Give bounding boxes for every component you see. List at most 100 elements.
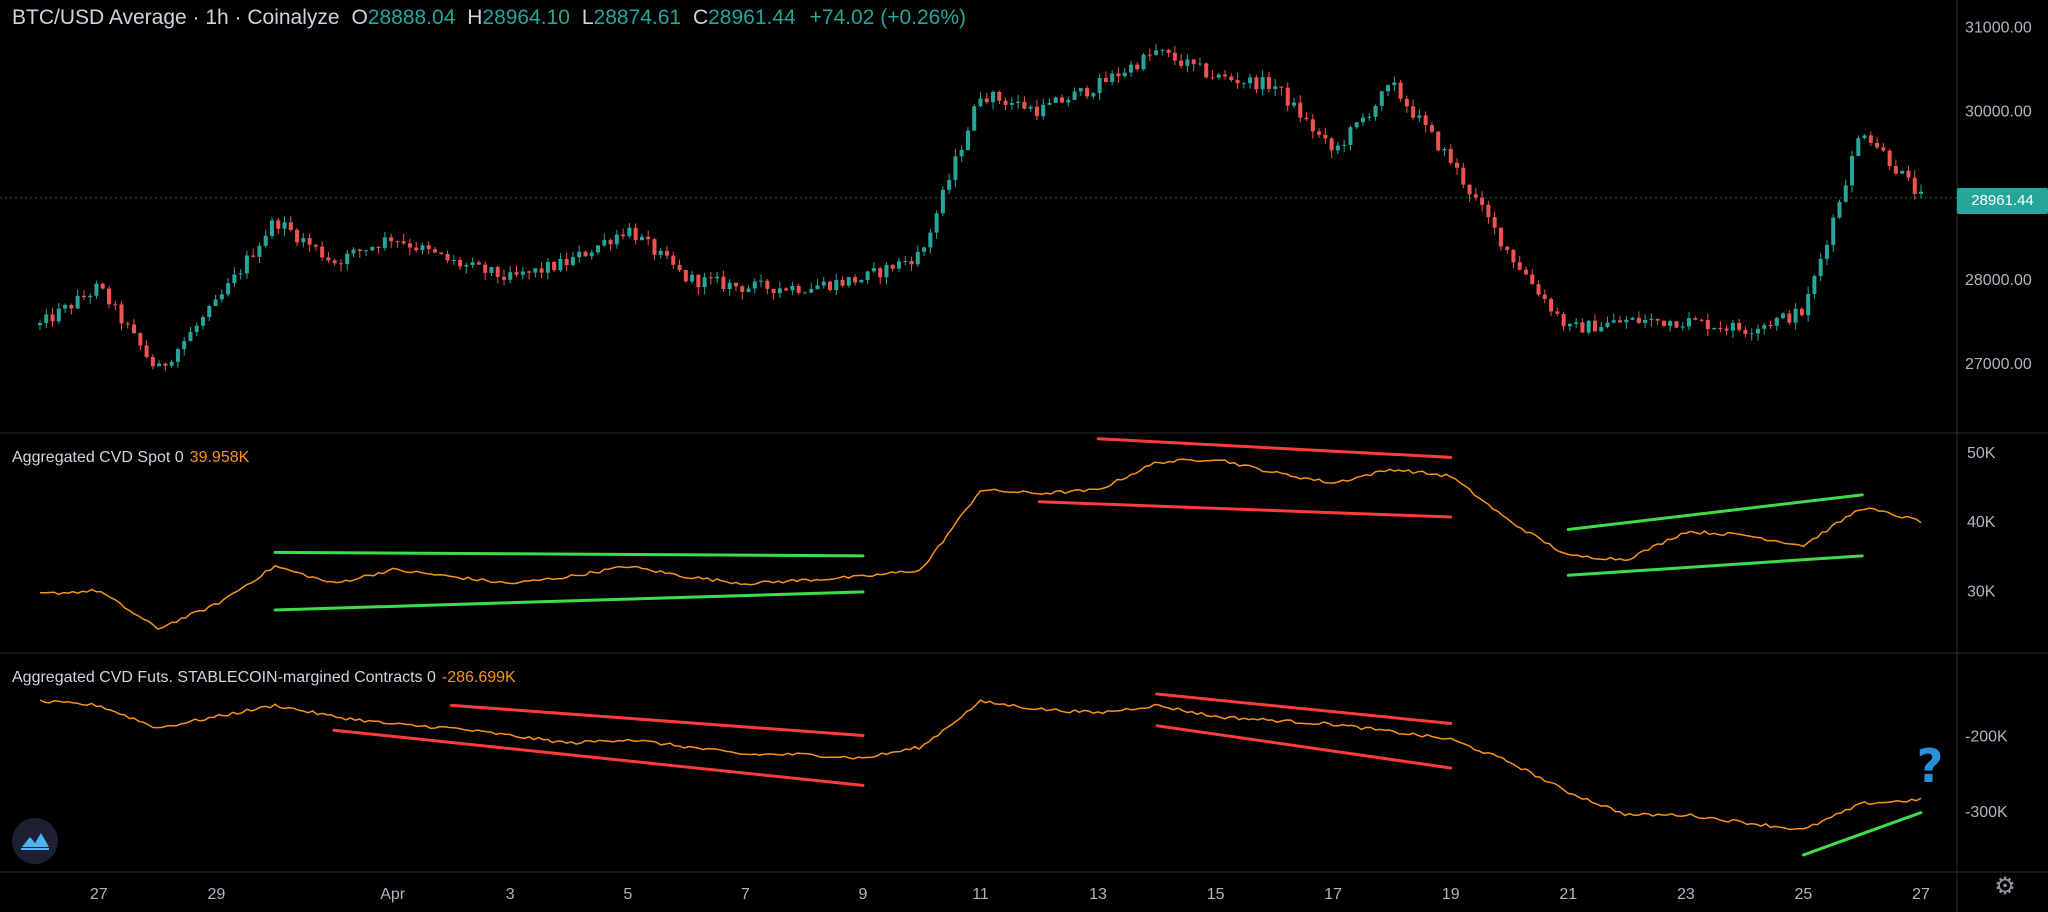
candle <box>1574 318 1579 329</box>
candle-body <box>909 260 914 265</box>
candle <box>1605 316 1610 329</box>
candle <box>464 262 469 274</box>
green-trendline[interactable] <box>1566 493 1864 532</box>
candle-body <box>125 323 130 325</box>
coinalyze-logo-icon[interactable] <box>12 818 58 864</box>
candle-body <box>1643 319 1648 323</box>
candle-body <box>677 264 682 271</box>
candle <box>113 300 118 311</box>
candle <box>1078 87 1083 97</box>
candle <box>1530 269 1535 285</box>
candle-body <box>1304 117 1309 120</box>
candle <box>665 245 669 260</box>
candle-body <box>1743 329 1748 334</box>
red-trendline[interactable] <box>1155 724 1453 770</box>
candle <box>677 259 682 273</box>
candle <box>1135 62 1140 72</box>
candle-body <box>501 276 506 280</box>
candle <box>1473 188 1478 201</box>
candle <box>721 270 726 292</box>
candle-body <box>119 304 124 324</box>
candle <box>1693 316 1698 321</box>
candle-body <box>263 235 268 246</box>
time-axis-tick: 21 <box>1559 886 1577 903</box>
candle-body <box>1154 50 1159 55</box>
candle-body <box>81 295 86 298</box>
candle <box>652 237 657 260</box>
candle-body <box>1103 77 1108 82</box>
candle-body <box>589 252 594 257</box>
candle-body <box>1755 328 1760 334</box>
candle-body <box>1856 138 1861 156</box>
candle <box>357 248 362 258</box>
candle-body <box>1022 101 1027 109</box>
candle <box>953 149 958 188</box>
candle <box>602 233 607 247</box>
candle <box>501 269 506 286</box>
candle <box>1091 92 1096 99</box>
red-trendline[interactable] <box>1155 692 1453 725</box>
candle-body <box>1812 275 1817 294</box>
candle <box>1197 57 1202 67</box>
candle <box>1141 52 1146 71</box>
candle <box>295 227 300 247</box>
candle <box>495 265 500 284</box>
candle <box>947 173 952 195</box>
candle-body <box>1398 82 1403 99</box>
candle-body <box>75 295 80 309</box>
green-trendline[interactable] <box>273 590 865 612</box>
candle <box>1912 170 1917 200</box>
red-trendline[interactable] <box>1037 500 1453 519</box>
candle <box>420 243 425 255</box>
candle-body <box>1586 320 1591 333</box>
red-trendline[interactable] <box>449 703 865 738</box>
candle-body <box>784 288 789 291</box>
candle <box>1041 98 1046 120</box>
candle-body <box>802 292 807 294</box>
candle-body <box>765 280 770 289</box>
candle-body <box>1919 191 1923 194</box>
candle-body <box>1467 184 1472 195</box>
candle <box>865 270 870 284</box>
candle <box>759 274 764 288</box>
cvd-spot-legend[interactable]: Aggregated CVD Spot 0 39.958K <box>12 449 249 467</box>
candle-body <box>708 277 713 279</box>
candle <box>244 251 249 279</box>
cvd-futs-legend[interactable]: Aggregated CVD Futs. STABLECOIN-margined… <box>12 669 516 687</box>
green-trendline[interactable] <box>1801 811 1923 857</box>
candle <box>163 362 168 371</box>
candle-body <box>94 283 99 296</box>
candle-body <box>1335 145 1340 151</box>
red-trendline[interactable] <box>1096 437 1453 459</box>
candle-body <box>364 250 369 252</box>
candle-body <box>1386 85 1391 92</box>
candle-body <box>1549 298 1554 312</box>
candle <box>1423 111 1428 133</box>
candle <box>1172 46 1177 66</box>
time-axis-tick: 29 <box>207 886 225 903</box>
candle-body <box>871 268 876 272</box>
red-trendline[interactable] <box>332 728 865 787</box>
candle <box>1154 43 1159 56</box>
candle <box>1668 319 1673 332</box>
candle <box>1480 191 1485 212</box>
candle <box>1542 289 1547 304</box>
candle-body <box>1674 321 1679 328</box>
symbol-legend: BTC/USD Average · 1h · Coinalyze O28888.… <box>12 6 966 30</box>
candle-body <box>621 234 626 237</box>
candle-body <box>1248 77 1253 84</box>
green-trendline[interactable] <box>1566 554 1864 577</box>
candle <box>1699 318 1704 323</box>
candle <box>1655 318 1660 325</box>
candle-body <box>1436 131 1441 151</box>
candle-body <box>1793 308 1798 323</box>
candle-body <box>407 243 412 248</box>
gear-icon[interactable]: ⚙ <box>1994 873 2016 900</box>
candle <box>213 294 218 307</box>
green-trendline[interactable] <box>273 550 865 558</box>
candle-body <box>915 251 920 265</box>
candle-body <box>558 258 563 271</box>
cvd-spot-axis-tick: 30K <box>1967 584 1996 601</box>
candle <box>1781 311 1786 320</box>
